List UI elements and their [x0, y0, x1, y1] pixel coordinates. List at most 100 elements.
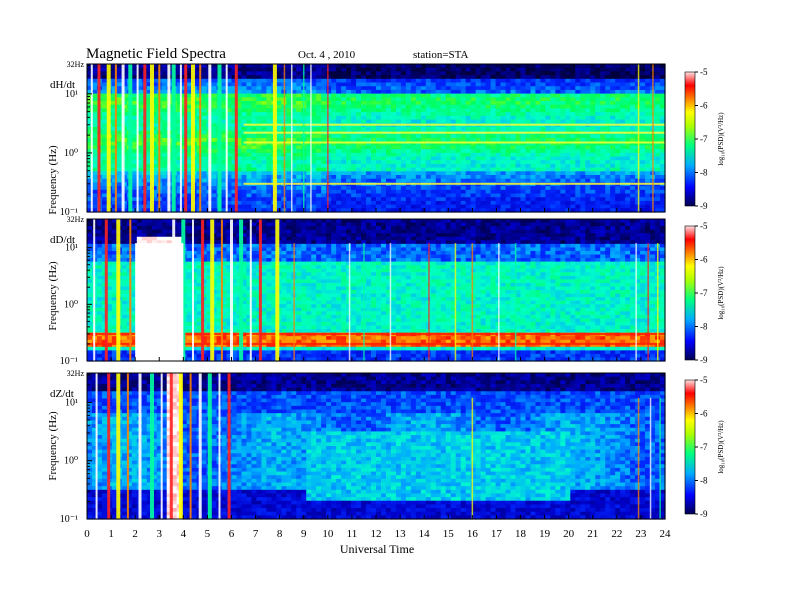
heatmap-cell: [415, 97, 422, 102]
heatmap-cell: [146, 119, 153, 124]
heatmap-cell: [570, 93, 576, 98]
heatmap-cell: [321, 108, 327, 113]
heatmap-cell: [241, 200, 248, 206]
heatmap-cell: [131, 167, 138, 172]
heatmap-cell: [111, 119, 118, 124]
heatmap-cell: [530, 160, 537, 165]
heatmap-cell: [490, 149, 497, 154]
heatmap-cell: [395, 149, 402, 154]
heatmap-cell: [261, 160, 267, 165]
heatmap-cell: [535, 152, 542, 158]
heatmap-cell: [475, 126, 482, 132]
heatmap-cell: [445, 167, 452, 172]
heatmap-cell: [136, 67, 143, 72]
heatmap-cell: [346, 167, 352, 172]
heatmap-cell: [296, 67, 302, 72]
heatmap-cell: [336, 156, 342, 161]
heatmap-cell: [87, 178, 93, 183]
heatmap-cell: [520, 134, 527, 139]
heatmap-cell: [226, 208, 233, 213]
heatmap-cell: [535, 193, 542, 198]
heatmap-cell: [106, 290, 113, 295]
heatmap-cell: [450, 71, 457, 76]
heatmap-cell: [266, 141, 272, 146]
broadband-burst: [208, 64, 212, 212]
heatmap-cell: [585, 119, 591, 124]
heatmap-cell: [445, 178, 452, 183]
heatmap-cell: [510, 82, 517, 87]
heatmap-cell: [231, 126, 238, 132]
heatmap-cell: [146, 126, 153, 132]
heatmap-cell: [231, 134, 238, 139]
heatmap-cell: [540, 197, 547, 202]
heatmap-cell: [610, 193, 616, 198]
heatmap-cell: [321, 93, 327, 98]
heatmap-cell: [510, 186, 517, 191]
heatmap-cell: [256, 71, 262, 76]
heatmap-cell: [136, 189, 143, 195]
heatmap-cell: [630, 138, 636, 143]
heatmap-cell: [176, 89, 183, 95]
heatmap-cell: [600, 115, 606, 121]
heatmap-cell: [515, 204, 522, 209]
heatmap-cell: [400, 115, 407, 121]
heatmap-cell: [565, 64, 571, 69]
heatmap-cell: [236, 101, 243, 106]
heatmap-cell: [585, 64, 591, 69]
heatmap-cell: [136, 152, 143, 158]
heatmap-cell: [565, 178, 571, 183]
heatmap-cell: [316, 149, 322, 154]
heatmap-cell: [91, 149, 98, 154]
heatmap-cell: [620, 163, 626, 169]
heatmap-cell: [560, 119, 566, 124]
heatmap-cell: [660, 93, 666, 98]
heatmap-cell: [101, 115, 108, 121]
heatmap-cell: [450, 89, 457, 95]
heatmap-cell: [351, 189, 357, 195]
heatmap-cell: [186, 104, 193, 109]
heatmap-cell: [121, 171, 128, 176]
broadband-burst: [303, 64, 305, 212]
heatmap-cell: [87, 167, 93, 172]
heatmap-cell: [101, 311, 108, 316]
heatmap-cell: [485, 104, 492, 109]
heatmap-cell: [450, 189, 457, 195]
heatmap-cell: [590, 193, 596, 198]
heatmap-cell: [306, 93, 312, 98]
heatmap-cell: [311, 197, 317, 202]
heatmap-cell: [341, 97, 347, 102]
heatmap-cell: [625, 178, 631, 183]
heatmap-cell: [545, 186, 551, 191]
heatmap-cell: [236, 189, 243, 195]
heatmap-cell: [420, 197, 427, 202]
heatmap-cell: [321, 189, 327, 195]
heatmap-cell: [475, 75, 482, 80]
heatmap-cell: [231, 123, 238, 128]
heatmap-cell: [356, 82, 362, 87]
heatmap-cell: [336, 175, 342, 180]
heatmap-cell: [520, 193, 527, 198]
heatmap-cell: [186, 119, 193, 124]
heatmap-cell: [435, 138, 442, 143]
heatmap-cell: [585, 75, 591, 80]
heatmap-cell: [351, 119, 357, 124]
heatmap-cell: [351, 204, 357, 209]
heatmap-cell: [660, 204, 666, 209]
heatmap-cell: [261, 167, 267, 172]
heatmap-cell: [490, 200, 497, 206]
heatmap-cell: [101, 290, 108, 295]
heatmap-cell: [605, 89, 611, 95]
heatmap-cell: [505, 149, 512, 154]
heatmap-cell: [87, 138, 93, 143]
heatmap-cell: [435, 156, 442, 161]
heatmap-cell: [480, 101, 487, 106]
heatmap-cell: [246, 156, 253, 161]
heatmap-cell: [106, 258, 113, 263]
heatmap-cell: [371, 197, 377, 202]
heatmap-cell: [236, 193, 243, 198]
heatmap-cell: [341, 78, 347, 84]
heatmap-cell: [580, 115, 586, 121]
heatmap-cell: [376, 64, 382, 69]
heatmap-cell: [525, 167, 532, 172]
heatmap-cell: [495, 112, 502, 117]
